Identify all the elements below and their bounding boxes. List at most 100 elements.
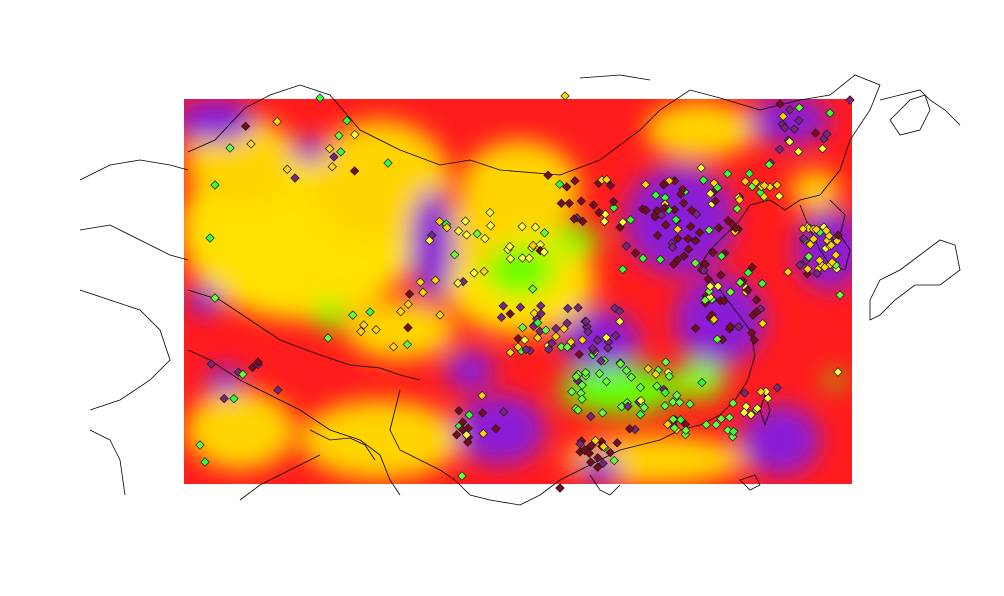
station-marker (820, 262, 830, 273)
station-marker (746, 328, 757, 338)
station-marker (638, 253, 648, 264)
station-marker (588, 200, 599, 210)
station-marker (597, 408, 608, 418)
station-marker (675, 415, 686, 425)
station-marker (460, 216, 471, 226)
station-marker (541, 325, 551, 335)
station-marker (383, 158, 393, 168)
station-marker (329, 152, 339, 162)
station-marker (669, 423, 680, 433)
station-marker (457, 424, 468, 435)
station-marker (701, 419, 712, 430)
station-marker (544, 344, 554, 355)
station-marker (599, 216, 610, 227)
station-marker (479, 266, 489, 277)
station-marker (240, 121, 251, 131)
station-marker (685, 399, 695, 409)
station-marker (625, 215, 636, 225)
station-marker (826, 240, 836, 250)
china-north-border (187, 74, 881, 196)
station-marker (461, 430, 472, 440)
station-marker (635, 409, 646, 420)
station-marker (793, 146, 804, 157)
station-marker (430, 275, 441, 285)
station-marker (478, 428, 488, 439)
station-marker (814, 255, 825, 266)
station-marker (661, 357, 671, 367)
station-marker (659, 178, 669, 189)
station-marker (716, 270, 726, 280)
station-marker (749, 335, 760, 345)
station-marker (686, 221, 696, 232)
station-marker (728, 426, 739, 437)
station-marker (780, 123, 790, 133)
west-coast (79, 159, 189, 181)
station-marker (719, 296, 729, 306)
station-marker (253, 357, 263, 367)
station-marker (485, 221, 496, 231)
station-marker (463, 437, 473, 447)
station-marker (472, 229, 482, 239)
station-marker (804, 251, 814, 262)
station-marker (652, 381, 662, 391)
station-marker (577, 216, 588, 227)
station-marker (723, 425, 733, 435)
station-marker (614, 306, 625, 316)
station-marker (580, 367, 591, 378)
station-marker (513, 342, 523, 352)
station-marker (505, 241, 515, 252)
station-marker (730, 223, 741, 233)
bangladesh-coast (309, 429, 376, 461)
station-marker (496, 312, 507, 323)
station-marker (789, 124, 799, 134)
east-coast (579, 264, 756, 471)
station-marker (639, 402, 649, 413)
station-marker (775, 99, 785, 109)
station-marker (403, 322, 413, 333)
station-marker (751, 295, 762, 305)
station-marker (461, 230, 472, 240)
station-marker (667, 242, 678, 252)
station-marker (764, 159, 774, 170)
station-marker (798, 233, 809, 244)
station-marker (831, 250, 841, 260)
station-marker (798, 224, 808, 234)
station-marker (636, 395, 646, 406)
station-marker (656, 210, 667, 220)
station-marker (747, 262, 757, 272)
station-marker (457, 471, 467, 481)
station-marker (577, 380, 587, 390)
station-marker (551, 331, 561, 342)
station-marker (477, 408, 488, 418)
station-marker (453, 278, 463, 288)
indochina-border (389, 389, 441, 471)
northeast-coast (699, 194, 821, 266)
station-marker (763, 393, 773, 404)
station-marker (739, 407, 749, 418)
station-marker (371, 325, 381, 335)
station-marker (327, 162, 337, 172)
station-marker (547, 338, 557, 348)
station-marker (651, 190, 661, 200)
station-marker (610, 303, 620, 313)
station-marker (529, 308, 540, 318)
station-marker (833, 367, 843, 377)
station-marker (418, 287, 428, 298)
station-marker (404, 289, 415, 299)
station-marker (832, 236, 842, 246)
station-marker (664, 371, 675, 381)
station-marker (709, 314, 719, 325)
coastline-layer (79, 74, 961, 506)
station-marker (586, 411, 596, 422)
station-marker (757, 318, 768, 329)
station-marker (623, 401, 633, 411)
station-marker (778, 111, 788, 122)
station-marker (315, 93, 325, 103)
station-marker (713, 223, 724, 233)
station-marker (704, 286, 714, 296)
station-marker (592, 335, 603, 345)
station-marker (539, 247, 549, 257)
station-marker (751, 307, 762, 317)
station-marker (687, 205, 697, 215)
